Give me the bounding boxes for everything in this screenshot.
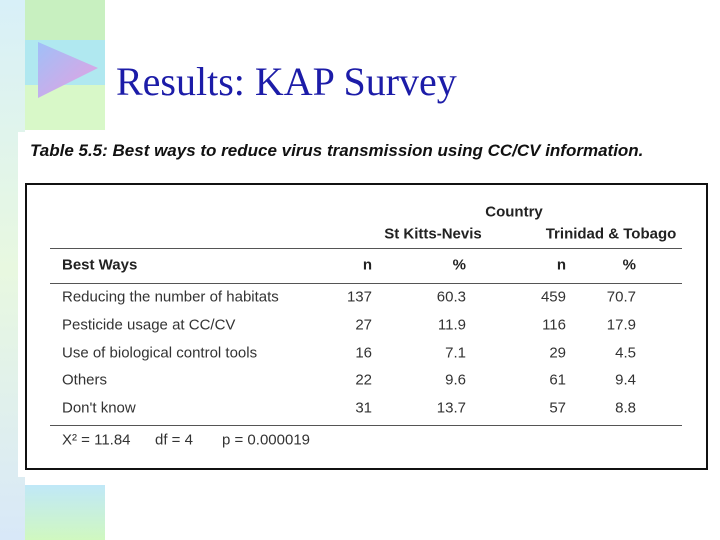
group-header: Country	[485, 203, 543, 221]
cell: 22	[355, 371, 372, 389]
cell: 459	[540, 288, 566, 306]
cell: 137	[346, 288, 372, 306]
cell: 7.1	[445, 344, 466, 362]
slide-title: Results: KAP Survey	[116, 59, 457, 104]
column-header: n	[556, 256, 566, 274]
cell: 29	[549, 344, 566, 362]
cell: 57	[549, 399, 566, 417]
cell: 31	[355, 399, 372, 417]
cell: 70.7	[606, 288, 636, 306]
row-label: Reducing the number of habitats	[62, 288, 279, 306]
cell: 17.9	[606, 316, 636, 334]
footer-stat: X² = 11.84	[62, 431, 131, 449]
cell: 4.5	[615, 344, 636, 362]
group-label: St Kitts-Nevis	[384, 225, 482, 243]
cell: 16	[355, 344, 372, 362]
cell: 61	[549, 371, 566, 389]
column-header: %	[452, 256, 466, 274]
rule	[50, 283, 682, 284]
row-label: Don't know	[62, 399, 136, 417]
column-header: %	[622, 256, 636, 274]
row-label: Pesticide usage at CC/CV	[62, 316, 236, 334]
cell: 9.4	[615, 371, 636, 389]
cell: 27	[355, 316, 372, 334]
column-header: Best Ways	[62, 256, 138, 274]
table-frame	[25, 183, 708, 470]
triangle-icon	[38, 42, 98, 98]
footer-stat: p = 0.000019	[222, 431, 311, 449]
cell: 13.7	[436, 399, 466, 417]
cell: 9.6	[445, 371, 466, 389]
cell: 11.9	[437, 316, 466, 334]
row-label: Others	[62, 371, 108, 389]
rule	[50, 425, 682, 426]
cell: 8.8	[615, 399, 636, 417]
column-header: n	[362, 256, 372, 274]
decor-strip	[0, 0, 110, 540]
table-panel	[18, 132, 708, 477]
footer-stat: df = 4	[155, 431, 193, 449]
cell: 116	[542, 316, 566, 334]
group-label: Trinidad & Tobago	[545, 225, 677, 243]
table-caption: Table 5.5: Best ways to reduce virus tra…	[30, 141, 644, 160]
row-label: Use of biological control tools	[62, 344, 258, 362]
rule	[50, 248, 682, 249]
cell: 60.3	[436, 288, 466, 306]
